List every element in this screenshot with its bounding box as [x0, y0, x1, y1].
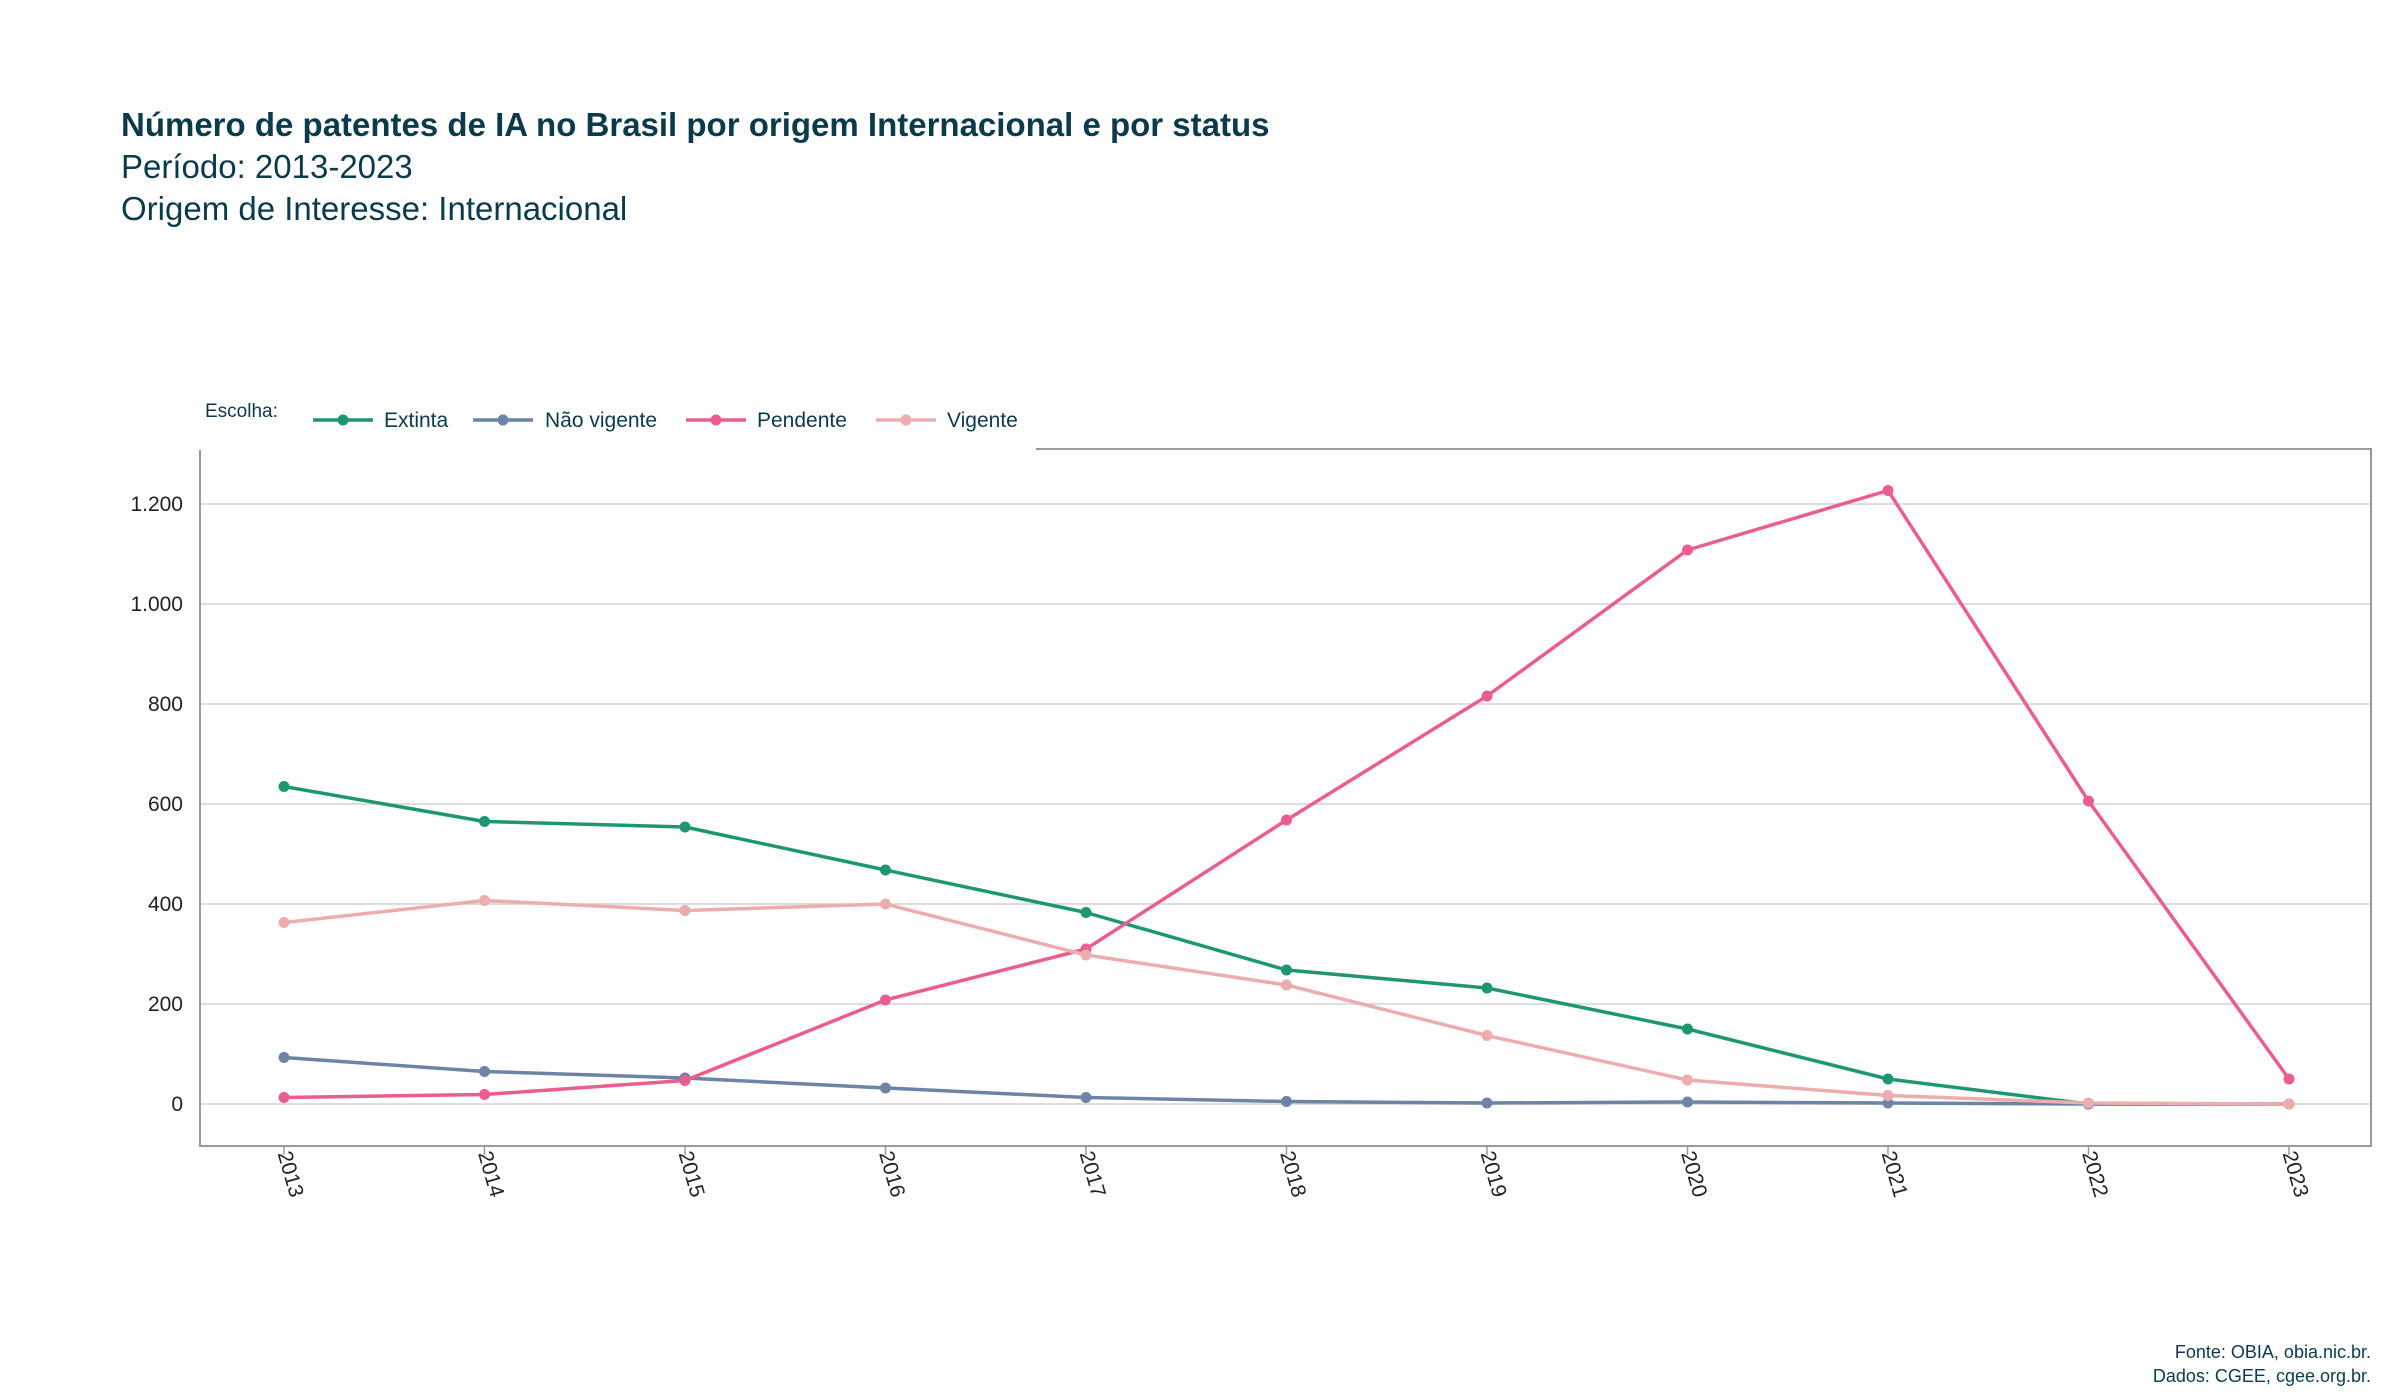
legend-title: Escolha: — [205, 401, 278, 422]
data-point-pendente[interactable] — [2283, 1073, 2295, 1085]
data-point-extinta[interactable] — [1682, 1023, 1693, 1035]
data-point-pendente[interactable] — [2083, 795, 2094, 807]
x-tick-label: 2023 — [2278, 1149, 2313, 1200]
data-point-pendente[interactable] — [1481, 690, 1493, 702]
x-tick-label: 2016 — [874, 1149, 909, 1200]
legend-swatch-marker — [497, 414, 509, 426]
data-point-n-o-vigente[interactable] — [479, 1066, 490, 1077]
data-point-extinta[interactable] — [1080, 907, 1092, 918]
data-point-extinta[interactable] — [1882, 1073, 1894, 1085]
plot-frame — [199, 448, 2372, 1147]
data-point-pendente[interactable] — [479, 1089, 490, 1100]
y-tick-label: 400 — [148, 893, 183, 916]
data-point-n-o-vigente[interactable] — [1281, 1096, 1292, 1107]
data-point-vigente[interactable] — [679, 905, 691, 916]
chart-footer: Fonte: OBIA, obia.nic.br. Dados: CGEE, c… — [2153, 1340, 2371, 1388]
data-point-vigente[interactable] — [2283, 1098, 2295, 1110]
data-point-vigente[interactable] — [479, 895, 490, 906]
x-axis: 2013 2014 2015 2016 2017 2018 2019 2020 2021 2022… — [273, 1146, 2313, 1200]
legend-label: Pendente — [757, 409, 847, 432]
legend-item-pendente[interactable]: Pendente — [686, 409, 847, 432]
data-point-pendente[interactable] — [1682, 544, 1693, 556]
legend-swatch-marker — [710, 414, 722, 426]
y-axis: 0 200 400 600 800 1.000 1.200 — [130, 493, 183, 1116]
series-line-pendente — [282, 488, 2291, 1100]
data-point-extinta[interactable] — [479, 816, 490, 827]
data-point-n-o-vigente[interactable] — [1682, 1096, 1693, 1108]
y-tick-label: 200 — [148, 993, 183, 1016]
series-extinta — [278, 781, 2295, 1110]
legend-label: Vigente — [947, 409, 1018, 432]
y-tick-label: 600 — [148, 793, 183, 816]
series-vigente — [278, 895, 2295, 1110]
data-point-vigente[interactable] — [1481, 1030, 1493, 1041]
data-point-vigente[interactable] — [1281, 979, 1292, 991]
legend-swatch-marker — [337, 414, 349, 426]
legend-label: Não vigente — [545, 409, 657, 432]
series-pendente — [278, 485, 2295, 1103]
legend-item-vigente[interactable]: Vigente — [876, 409, 1018, 432]
x-tick-label: 2018 — [1275, 1149, 1310, 1200]
legend-swatch-marker — [900, 414, 912, 426]
data-point-extinta[interactable] — [880, 864, 891, 876]
data-point-vigente[interactable] — [1882, 1090, 1894, 1101]
x-tick-label: 2020 — [1676, 1149, 1711, 1200]
data-point-vigente[interactable] — [1080, 949, 1092, 961]
data-point-pendente[interactable] — [1882, 485, 1894, 496]
x-tick-label: 2013 — [273, 1149, 308, 1200]
y-tick-label: 0 — [171, 1093, 183, 1116]
x-tick-label: 2015 — [674, 1149, 709, 1200]
x-tick-label: 2021 — [1877, 1149, 1912, 1200]
data-point-extinta[interactable] — [278, 781, 290, 792]
x-tick-label: 2019 — [1476, 1149, 1511, 1200]
data-point-vigente[interactable] — [2083, 1097, 2094, 1109]
series-layer — [278, 485, 2295, 1110]
x-tick-label: 2014 — [473, 1149, 508, 1201]
data-point-extinta[interactable] — [679, 821, 691, 833]
chart-period: Período: 2013-2023 — [121, 148, 413, 185]
legend-item-extinta[interactable]: Extinta — [313, 409, 449, 432]
data-point-vigente[interactable] — [1682, 1074, 1693, 1086]
data-point-pendente[interactable] — [880, 994, 891, 1006]
x-tick-label: 2022 — [2077, 1149, 2112, 1200]
chart-title: Número de patentes de IA no Brasil por o… — [121, 106, 1270, 143]
data-point-n-o-vigente[interactable] — [1481, 1097, 1493, 1109]
x-tick-label: 2017 — [1075, 1149, 1110, 1200]
legend-background — [188, 386, 1036, 450]
chart-origin: Origem de Interesse: Internacional — [121, 190, 628, 227]
data-point-n-o-vigente[interactable] — [880, 1082, 891, 1094]
data-point-vigente[interactable] — [278, 917, 290, 928]
data-point-extinta[interactable] — [1481, 982, 1493, 994]
data-note: Dados: CGEE, cgee.org.br. — [2152, 1366, 2371, 1386]
data-point-n-o-vigente[interactable] — [278, 1052, 290, 1063]
source-note: Fonte: OBIA, obia.nic.br. — [2174, 1342, 2371, 1362]
data-point-vigente[interactable] — [880, 898, 891, 910]
data-point-pendente[interactable] — [278, 1092, 290, 1103]
data-point-pendente[interactable] — [679, 1075, 691, 1086]
legend: Escolha: Extinta Não vigente Pendente Vigen… — [188, 386, 1036, 450]
series-line-extinta — [282, 784, 2291, 1106]
y-tick-label: 800 — [148, 693, 183, 716]
legend-items: Extinta Não vigente Pendente Vigente — [313, 409, 1018, 432]
data-point-pendente[interactable] — [1281, 814, 1292, 826]
data-point-n-o-vigente[interactable] — [1080, 1092, 1092, 1103]
legend-item-n-o-vigente[interactable]: Não vigente — [473, 409, 657, 432]
chart-header: Número de patentes de IA no Brasil por o… — [121, 104, 1270, 230]
legend-label: Extinta — [384, 409, 449, 432]
y-tick-label: 1.000 — [130, 593, 183, 616]
y-tick-label: 1.200 — [130, 493, 183, 516]
data-point-extinta[interactable] — [1281, 964, 1292, 976]
grid-lines — [200, 503, 2371, 1105]
